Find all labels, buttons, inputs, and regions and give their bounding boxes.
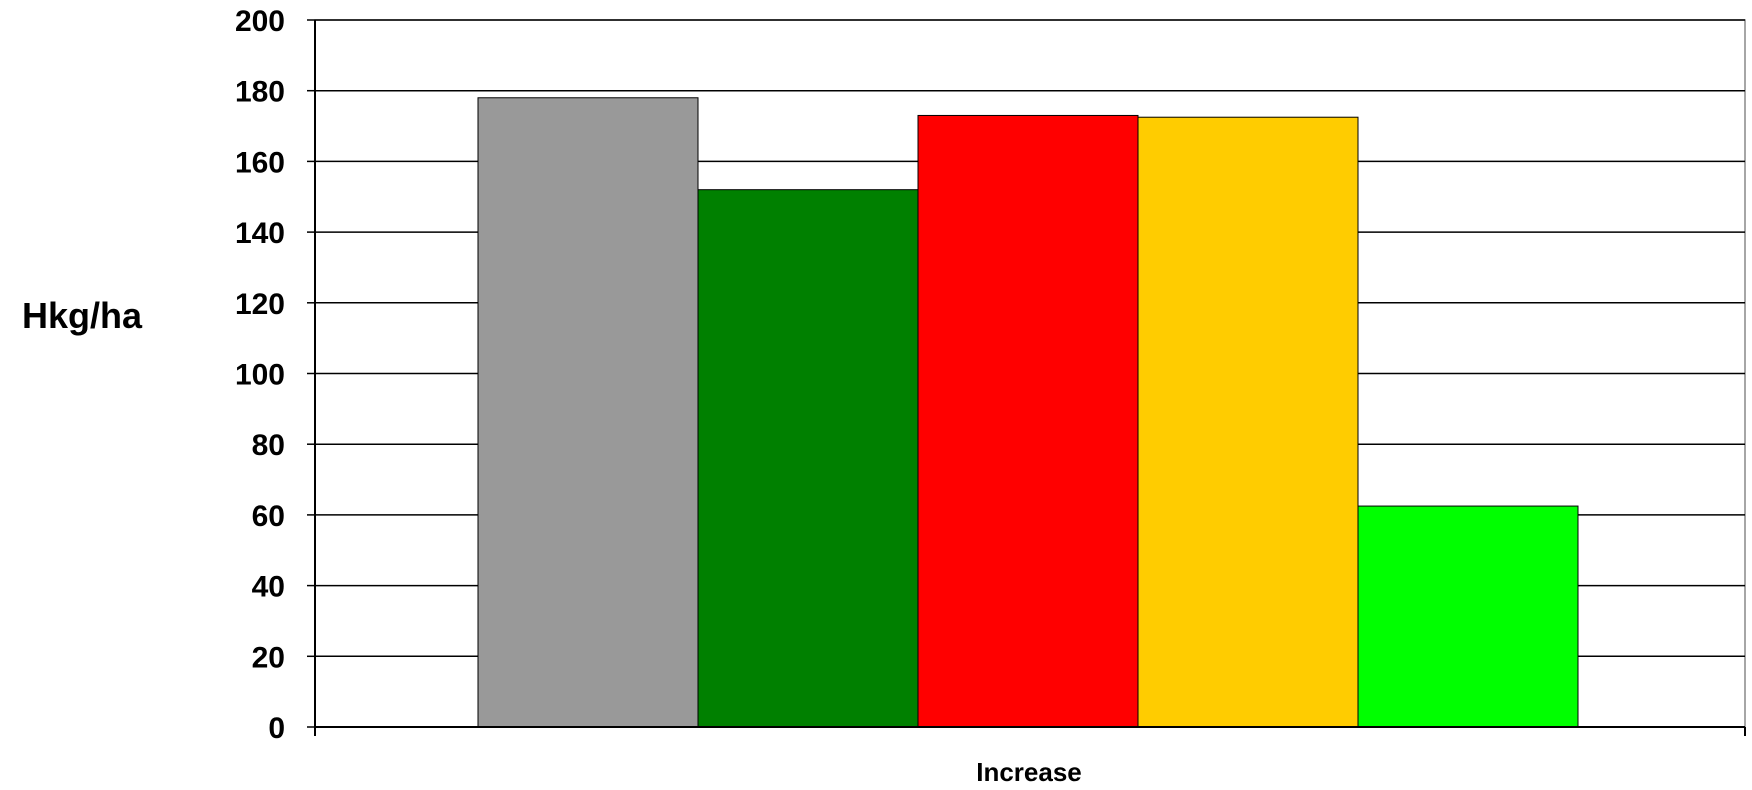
y-tick-label: 120 (235, 288, 285, 321)
y-tick-label: 140 (235, 217, 285, 250)
y-tick-label: 100 (235, 359, 285, 392)
bar (477, 97, 699, 728)
bar (1357, 505, 1579, 728)
y-tick-label: 40 (252, 571, 285, 604)
y-tick-label: 0 (268, 712, 285, 745)
y-tick-label: 80 (252, 429, 285, 462)
y-tick-label: 60 (252, 500, 285, 533)
tick-labels: 0 20 40 60 80 100 120 140 160 180 200 (235, 5, 285, 745)
x-axis-title: Increase (976, 757, 1082, 785)
y-tick-label: 200 (235, 5, 285, 38)
y-tick-label: 20 (252, 641, 285, 674)
y-tick-label: 160 (235, 146, 285, 179)
bar (697, 189, 919, 728)
y-tick-label: 180 (235, 76, 285, 109)
bars (477, 97, 1579, 728)
axes (307, 19, 1746, 736)
y-axis-title: Hkg/ha (22, 295, 143, 336)
bar (1137, 116, 1359, 728)
bar (917, 114, 1139, 728)
